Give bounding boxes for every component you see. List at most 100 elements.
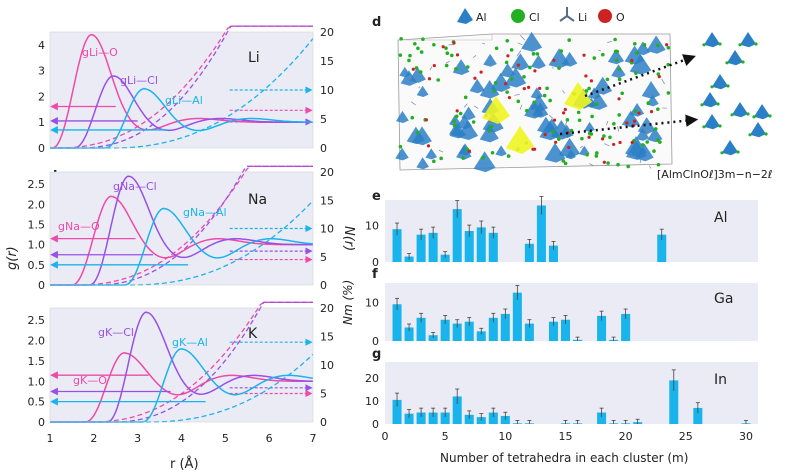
o-atom <box>503 82 508 86</box>
x-tick-label: 0 <box>382 430 389 443</box>
cl-atom <box>408 53 412 58</box>
legend-label: O <box>616 11 625 24</box>
cl-atom <box>461 156 466 160</box>
cl-atom <box>535 52 540 56</box>
cluster-cl-atom <box>764 132 768 136</box>
al-tetrahedron <box>473 151 496 173</box>
li-bond <box>438 149 444 153</box>
al-tetrahedron <box>396 110 409 124</box>
li-bond <box>472 55 477 59</box>
o-atom <box>625 121 629 125</box>
cl-atom <box>612 121 616 126</box>
plot-background <box>385 200 758 262</box>
cl-atom <box>563 161 568 166</box>
al-tetrahedron <box>469 78 485 94</box>
cl-atom <box>567 38 571 42</box>
al-tetrahedron <box>548 48 570 69</box>
o-atom <box>600 137 605 141</box>
bar <box>524 243 534 262</box>
panel-element-title: In <box>714 372 727 388</box>
plot-background <box>50 172 313 285</box>
li-bond <box>604 143 610 147</box>
g-curve-O <box>50 195 313 286</box>
li-icon-branch <box>559 15 568 22</box>
structure-panel: d Al Cl Li O [AlmClnOℓ]3m−n−2ℓ <box>372 7 772 181</box>
o-atom <box>506 54 510 58</box>
cl-atom <box>454 67 458 71</box>
cluster-cl-atom <box>736 150 740 154</box>
y-tick-label: 0 <box>38 416 45 429</box>
highlighted-cluster <box>564 82 592 110</box>
bar <box>452 209 462 262</box>
g-curve-Cl <box>50 175 313 286</box>
al-tetrahedron <box>479 79 500 99</box>
cl-atom <box>634 71 638 75</box>
curve-label-Cl: gNa—Cl <box>113 180 157 193</box>
cluster-tetrahedron <box>727 50 743 66</box>
cl-atom <box>632 41 637 46</box>
al-tetrahedron <box>607 48 625 65</box>
cl-atom <box>525 108 529 113</box>
x-tick-label: 4 <box>178 432 185 445</box>
bar <box>440 254 450 262</box>
al-tetrahedron <box>448 123 463 137</box>
cl-atom <box>569 128 574 133</box>
ylabel-right: N(r) <box>341 226 356 251</box>
o-atom <box>411 67 415 71</box>
rdf-panel-na: b 00.51.01.52.02.505101520gNa—OgNa—ClgNa… <box>28 165 334 292</box>
bar <box>597 315 607 341</box>
al-tetrahedron <box>490 72 511 92</box>
xlabel-bars: Number of tetrahedra in each cluster (m) <box>440 451 688 465</box>
o-atom <box>467 149 471 153</box>
x-tick-label: 5 <box>222 432 229 445</box>
li-bond <box>644 130 650 134</box>
bar-panel-al: e 0 10 Al <box>365 189 758 269</box>
cl-atom <box>557 137 561 141</box>
cl-atom <box>418 70 423 74</box>
bar <box>500 415 510 424</box>
bar-panel-in: g 0 10 20 In <box>365 347 758 431</box>
al-tetrahedron-icon <box>457 8 473 24</box>
li-bond <box>535 41 537 46</box>
cl-atom <box>608 135 612 140</box>
y2-tick-label: 0 <box>320 416 327 429</box>
y2-tick-label: 20 <box>320 166 334 179</box>
o-atom <box>522 87 526 91</box>
cluster-cl-atom <box>720 151 724 155</box>
bar <box>548 321 558 341</box>
al-tetrahedron <box>416 157 429 170</box>
y2-tick-label: 5 <box>320 388 327 401</box>
cl-atom-icon <box>511 9 525 23</box>
y-tick-label: 3 <box>38 65 45 78</box>
li-bond <box>511 66 517 69</box>
o-atom <box>552 58 556 62</box>
cluster-cl-atom <box>741 60 745 64</box>
curve-label-Al: gK—Al <box>172 336 208 349</box>
cl-atom <box>522 75 526 79</box>
cl-atom <box>463 95 468 100</box>
panel-element-title: Na <box>248 192 267 208</box>
y-tick-label: 1 <box>38 116 45 129</box>
highlighted-cluster <box>506 126 534 154</box>
curve-label-Cl: gK—Cl <box>98 326 134 339</box>
y-tick-label: 10 <box>365 296 379 309</box>
cl-atom <box>445 51 450 55</box>
bar <box>621 313 631 341</box>
highlighted-cluster <box>482 96 510 124</box>
cl-atom <box>613 37 617 42</box>
cl-atom <box>439 156 443 161</box>
cl-atom <box>584 89 589 93</box>
cl-atom <box>617 113 622 117</box>
cl-atom <box>545 86 549 91</box>
cl-atom <box>419 50 424 54</box>
li-bond <box>551 67 554 69</box>
al-tetrahedron <box>456 114 473 130</box>
cl-atom <box>595 151 599 155</box>
o-atom <box>637 111 641 115</box>
o-atom-icon <box>598 9 612 23</box>
o-atom <box>630 58 634 63</box>
y2-tick-label: 20 <box>320 302 334 315</box>
cl-atom <box>592 56 597 60</box>
